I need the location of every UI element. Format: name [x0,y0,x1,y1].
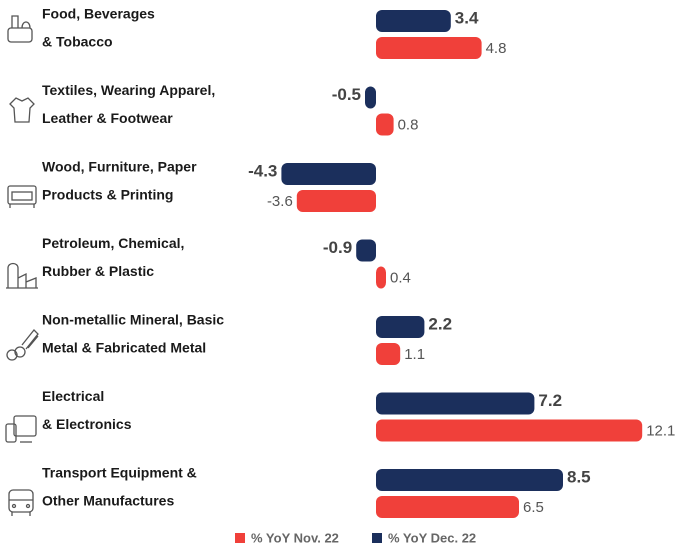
category-label: Rubber & Plastic [42,263,154,279]
bar [376,266,386,289]
bar [376,10,451,32]
icons [5,15,39,516]
data-label: 2.2 [428,314,452,333]
category-label: Other Manufactures [42,493,174,509]
legend-label: % YoY Dec. 22 [388,530,476,545]
bar [376,316,425,338]
textile-icon [9,97,35,123]
data-label: 8.5 [567,467,591,486]
data-label: 4.8 [486,40,507,57]
category-label: Textiles, Wearing Apparel, [42,82,215,98]
bar [296,190,376,212]
bar [376,343,401,365]
legend-swatch [235,533,245,543]
electronics-icon [5,415,37,443]
legend-label: % YoY Nov. 22 [251,530,339,545]
data-label: 12.1 [646,422,675,439]
category-label: & Tobacco [42,34,113,50]
bar [376,113,394,136]
category-label: Wood, Furniture, Paper [42,159,197,175]
food-icon [7,15,33,43]
bar [365,86,376,109]
data-label: -4.3 [248,161,277,180]
data-label: 6.5 [523,499,544,516]
category-label: Non-metallic Mineral, Basic [42,312,224,328]
bar [356,239,376,262]
category-label: & Electronics [42,416,132,432]
bar [376,392,535,415]
bar [376,37,482,59]
data-label: 0.4 [390,269,411,286]
chemical-icon [6,262,38,289]
category-label: Products & Printing [42,187,173,203]
metal-icon [6,329,39,361]
transport-icon [8,489,34,516]
data-label: -3.6 [267,193,293,210]
data-label: 3.4 [455,8,479,27]
data-label: -0.5 [332,85,361,104]
category-label: Food, Beverages [42,6,155,22]
bar [376,469,563,491]
category-label: Petroleum, Chemical, [42,235,184,251]
bar [376,419,643,442]
bar [281,163,376,185]
data-label: -0.9 [323,238,352,257]
category-label: Leather & Footwear [42,110,173,126]
category-label: Metal & Fabricated Metal [42,340,206,356]
legend-swatch [372,533,382,543]
data-label: 7.2 [538,391,562,410]
data-label: 1.1 [404,346,425,363]
data-label: 0.8 [398,116,419,133]
category-label: Electrical [42,388,104,404]
furniture-icon [7,185,37,208]
bar [376,496,519,518]
category-label: Transport Equipment & [42,465,197,481]
